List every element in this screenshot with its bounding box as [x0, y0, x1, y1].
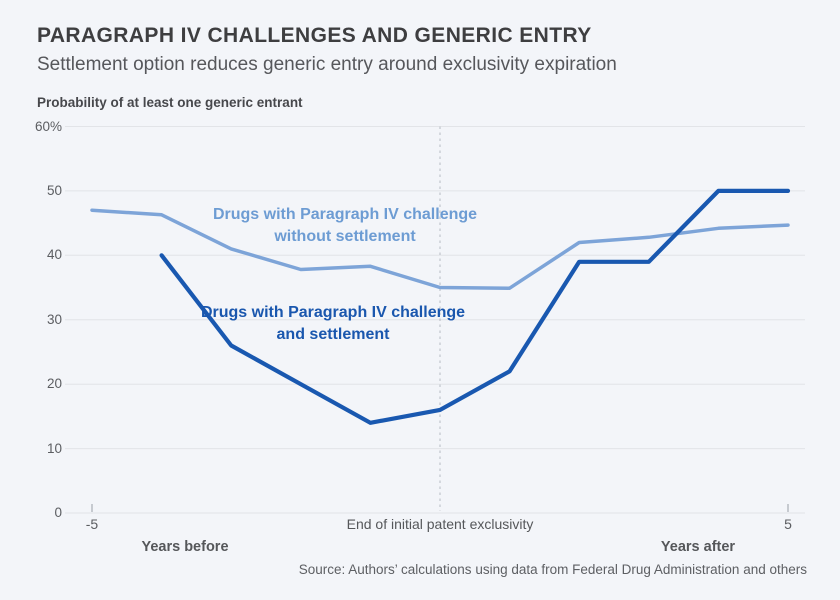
series-line-with-settlement [159, 188, 791, 425]
y-tick-label-10: 10 [46, 440, 62, 456]
y-tick-label-0: 0 [54, 505, 62, 520]
x-tick-label-5: 5 [784, 516, 792, 532]
y-axis-caption: Probability of at least one generic entr… [37, 95, 303, 110]
end-of-exclusivity-label: End of initial patent exclusivity [346, 516, 534, 532]
legend-with-settlement-line1: Drugs with Paragraph IV challenge [200, 304, 466, 321]
legend-without-settlement: Drugs with Paragraph IV challenge withou… [213, 204, 477, 248]
chart-title: PARAGRAPH IV CHALLENGES AND GENERIC ENTR… [37, 24, 592, 47]
legend-without-settlement-line1: Drugs with Paragraph IV challenge [212, 206, 478, 223]
series-line-without-settlement [90, 208, 790, 290]
legend-without-settlement-line2: without settlement [274, 228, 416, 245]
legend-with-settlement-line2: and settlement [276, 326, 390, 343]
y-tick-label-20: 20 [46, 376, 62, 392]
y-tick-label-40: 40 [46, 247, 62, 263]
y-tick-label-60: 60% [34, 118, 62, 134]
years-after-label: Years after [660, 539, 736, 555]
source-note: Source: Authors’ calculations using data… [298, 562, 807, 577]
x-tick-label--5: -5 [85, 516, 99, 532]
years-before-label: Years before [141, 539, 229, 555]
y-tick-label-30: 30 [46, 311, 62, 327]
y-tick-label-50: 50 [46, 182, 62, 198]
chart-subtitle: Settlement option reduces generic entry … [37, 54, 617, 75]
legend-with-settlement: Drugs with Paragraph IV challenge and se… [201, 302, 465, 346]
